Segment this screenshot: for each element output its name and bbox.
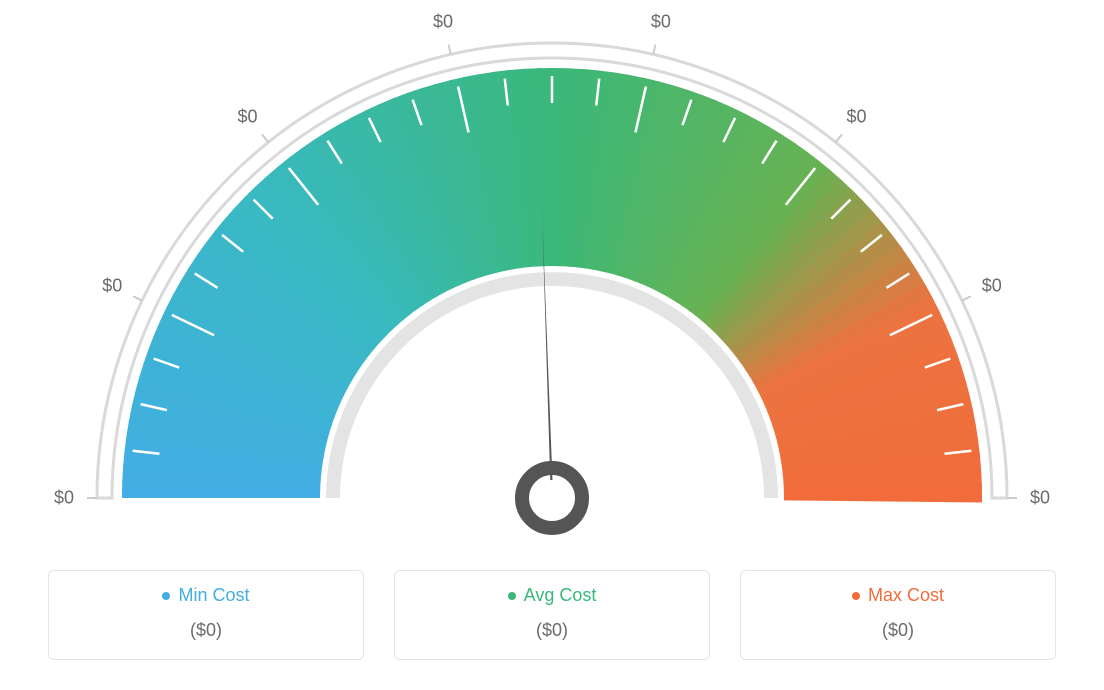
gauge-tick-label: $0 bbox=[238, 106, 258, 127]
legend-label-min: Min Cost bbox=[178, 585, 249, 606]
legend-value-min: ($0) bbox=[57, 620, 355, 641]
gauge-tick-label: $0 bbox=[1030, 488, 1050, 509]
legend-label-avg: Avg Cost bbox=[524, 585, 597, 606]
legend-card-max: Max Cost ($0) bbox=[740, 570, 1056, 660]
gauge-tick-label: $0 bbox=[651, 12, 671, 33]
legend-row: Min Cost ($0) Avg Cost ($0) Max Cost ($0… bbox=[20, 570, 1084, 660]
legend-label-max: Max Cost bbox=[868, 585, 944, 606]
gauge-svg bbox=[20, 20, 1084, 560]
legend-dot-avg bbox=[508, 592, 516, 600]
legend-dot-max bbox=[852, 592, 860, 600]
legend-card-avg: Avg Cost ($0) bbox=[394, 570, 710, 660]
gauge-tick-label: $0 bbox=[433, 12, 453, 33]
legend-dot-min bbox=[162, 592, 170, 600]
legend-value-avg: ($0) bbox=[403, 620, 701, 641]
gauge-tick-label: $0 bbox=[846, 106, 866, 127]
legend-value-max: ($0) bbox=[749, 620, 1047, 641]
gauge-tick-label: $0 bbox=[54, 488, 74, 509]
gauge-tick-label: $0 bbox=[982, 276, 1002, 297]
gauge-chart: $0$0$0$0$0$0$0$0 bbox=[20, 20, 1084, 560]
gauge-tick-label: $0 bbox=[102, 276, 122, 297]
legend-card-min: Min Cost ($0) bbox=[48, 570, 364, 660]
